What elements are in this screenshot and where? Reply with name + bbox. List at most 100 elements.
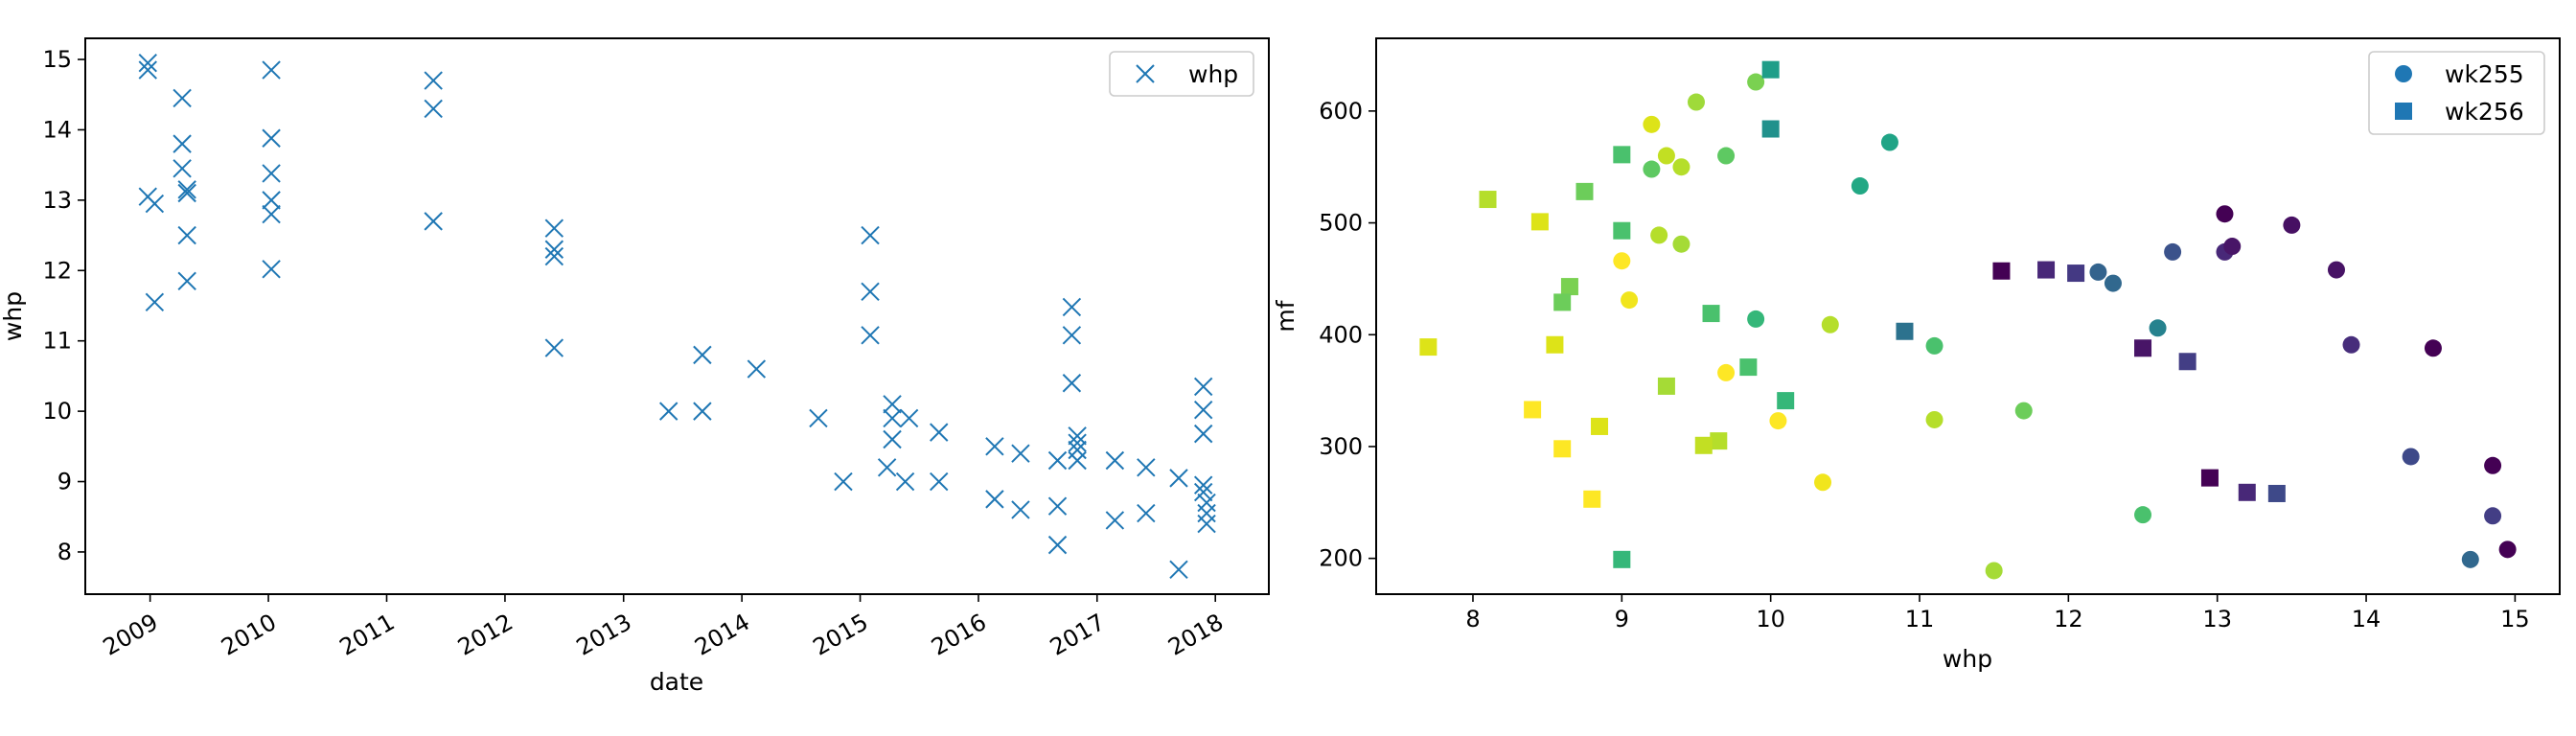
data-point <box>1011 444 1030 463</box>
data-point <box>544 338 564 357</box>
data-point <box>138 53 157 73</box>
x-tick-label: 2009 <box>99 609 163 661</box>
data-point <box>1193 400 1213 420</box>
data-point-wk255 <box>1621 291 1639 310</box>
x-tick-label: 2010 <box>217 609 281 661</box>
data-point <box>1193 475 1213 494</box>
data-point-wk255 <box>1814 473 1832 492</box>
data-point <box>424 71 443 90</box>
data-point <box>1047 496 1068 516</box>
data-point <box>1062 374 1082 393</box>
legend-marker-wk255 <box>2395 65 2412 82</box>
data-point <box>177 271 196 290</box>
data-point <box>1011 500 1030 519</box>
data-point-wk255 <box>1717 363 1736 381</box>
x-tick-label: 11 <box>1905 606 1935 632</box>
data-point <box>883 408 902 428</box>
data-point-wk255 <box>2484 456 2502 474</box>
legend-label-wk255: wk255 <box>2445 60 2524 88</box>
data-point <box>1068 450 1087 471</box>
data-point <box>1169 469 1188 488</box>
data-point <box>262 128 281 148</box>
data-point-wk256 <box>1479 191 1497 209</box>
chart-whp-vs-date-legend: whp <box>1109 51 1254 97</box>
chart-mf-vs-whp-frame <box>1375 37 2561 595</box>
data-point <box>1047 450 1068 471</box>
data-point <box>172 134 192 153</box>
data-point <box>1193 482 1213 502</box>
data-point-wk255 <box>2342 335 2360 354</box>
data-point <box>1169 560 1188 580</box>
data-point <box>424 99 443 119</box>
data-point-wk255 <box>1769 412 1787 430</box>
data-point <box>1105 511 1125 530</box>
data-point-wk255 <box>2223 238 2242 256</box>
data-point-wk255 <box>1925 410 1944 428</box>
data-point <box>930 423 949 442</box>
data-point-wk255 <box>1851 177 1869 196</box>
data-point <box>834 472 853 492</box>
chart-whp-vs-date-marks <box>138 53 1216 580</box>
data-point-wk256 <box>2267 484 2286 502</box>
y-tick-label: 11 <box>42 328 72 355</box>
chart-mf-vs-whp-legend: wk255 wk256 <box>2368 51 2545 135</box>
x-tick-label: 2017 <box>1046 609 1110 661</box>
data-point-wk255 <box>2134 506 2152 524</box>
x-tick-label: 2012 <box>453 609 518 661</box>
data-point-wk255 <box>2484 507 2502 525</box>
data-point-wk256 <box>1777 392 1795 410</box>
x-tick-label: 2015 <box>809 609 873 661</box>
data-point <box>895 472 915 492</box>
data-point-wk256 <box>1576 182 1594 200</box>
chart-whp-vs-date-x-ticks: 2009 2010 2011 2012 2013 2014 2015 2016 2017 2018 <box>99 594 1228 661</box>
legend-label-whp: whp <box>1188 60 1238 88</box>
data-point <box>145 292 165 312</box>
data-point-wk255 <box>2104 274 2122 292</box>
data-point <box>1068 433 1087 452</box>
data-point <box>1047 535 1068 555</box>
data-point-wk255 <box>2089 263 2107 281</box>
data-point <box>145 194 165 214</box>
data-point-wk255 <box>1717 147 1736 165</box>
data-point <box>544 218 564 238</box>
data-point-wk256 <box>2238 483 2256 501</box>
data-point-wk256 <box>1419 338 1438 356</box>
data-point-wk255 <box>1643 160 1661 178</box>
y-tick-label: 8 <box>58 539 72 565</box>
data-point-wk256 <box>1530 213 1549 231</box>
chart-whp-vs-date-y-ticks: 8 9 10 11 12 13 14 15 <box>42 46 85 565</box>
data-point <box>1105 450 1125 471</box>
data-point-wk255 <box>2149 319 2167 337</box>
data-point-wk256 <box>1560 278 1578 296</box>
data-point-wk256 <box>1553 440 1572 458</box>
data-point-wk255 <box>1747 310 1765 328</box>
legend-box <box>2368 51 2545 135</box>
data-point-wk255 <box>2014 402 2033 420</box>
x-tick-label: 2018 <box>1163 609 1228 661</box>
chart-mf-vs-whp-y-label: mf <box>1272 299 1300 332</box>
data-point-wk255 <box>2461 550 2479 568</box>
data-point <box>809 408 828 428</box>
data-point <box>262 260 281 279</box>
data-point <box>424 212 443 231</box>
chart-whp-vs-date-frame <box>84 37 1270 595</box>
data-point <box>172 88 192 108</box>
data-point-wk256 <box>1694 436 1713 454</box>
x-tick-label: 2016 <box>927 609 991 661</box>
y-tick-label: 12 <box>42 257 72 284</box>
data-point <box>693 345 712 365</box>
data-point <box>1137 458 1156 477</box>
data-point-wk256 <box>1613 146 1631 164</box>
data-point-wk256 <box>2067 264 2085 283</box>
y-tick-label: 14 <box>42 116 72 143</box>
data-point-wk255 <box>1650 226 1668 244</box>
data-point-wk255 <box>1687 93 1705 111</box>
data-point-wk255 <box>1925 336 1944 355</box>
data-point <box>544 246 564 266</box>
data-point <box>930 472 949 492</box>
data-point-wk255 <box>2402 448 2420 466</box>
chart-mf-vs-whp-x-ticks: 8 9 10 11 12 13 14 15 <box>1465 594 2530 632</box>
data-point-wk256 <box>1761 120 1780 138</box>
data-point <box>262 164 281 183</box>
